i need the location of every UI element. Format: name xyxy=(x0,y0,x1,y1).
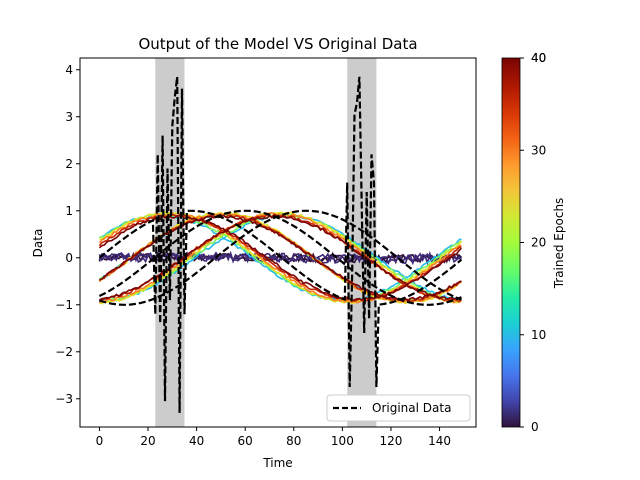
y-tick-label: −2 xyxy=(55,345,73,359)
colorbar-tick-label: 30 xyxy=(531,143,546,157)
axes-frame xyxy=(79,57,477,428)
y-tick-label: 4 xyxy=(65,63,73,77)
original-data-line xyxy=(98,209,462,306)
chart-title: Output of the Model VS Original Data xyxy=(138,35,417,53)
x-tick-label: 80 xyxy=(286,434,301,448)
original-data-line xyxy=(99,209,462,306)
colorbar-tick-label: 10 xyxy=(531,328,546,342)
x-tick-label: 20 xyxy=(140,434,155,448)
y-tick-label: 1 xyxy=(65,204,73,218)
y-tick-label: 0 xyxy=(65,251,73,265)
x-tick-label: 140 xyxy=(428,434,451,448)
model-line-epoch-40 xyxy=(98,215,462,301)
x-tick-label: 40 xyxy=(189,434,204,448)
y-tick-label: 3 xyxy=(65,110,73,124)
legend-box xyxy=(326,394,471,422)
colorbar-gradient xyxy=(502,58,520,427)
y-axis-label: Data xyxy=(31,229,45,258)
x-tick-label: 60 xyxy=(238,434,253,448)
y-tick-label: −1 xyxy=(55,298,73,312)
colorbar-top-label: 40 xyxy=(531,51,546,65)
x-tick-label: 0 xyxy=(96,434,104,448)
model-line-epoch-37 xyxy=(98,213,462,303)
y-tick-label: 2 xyxy=(65,157,73,171)
model-line-epoch-40 xyxy=(98,214,462,301)
colorbar-tick-label: 40 xyxy=(531,51,546,65)
plot-area xyxy=(98,58,463,427)
x-tick-label: 120 xyxy=(380,434,403,448)
legend: Original Data xyxy=(326,394,471,422)
x-axis-label: Time xyxy=(262,456,292,470)
colorbar-tick-label: 0 xyxy=(531,420,539,434)
x-tick-label: 100 xyxy=(331,434,354,448)
legend-original-data-label: Original Data xyxy=(372,401,451,415)
y-tick-label: −3 xyxy=(55,392,73,406)
colorbar-tick-label: 20 xyxy=(531,236,546,250)
colorbar-label: Trained Epochs xyxy=(552,198,566,290)
